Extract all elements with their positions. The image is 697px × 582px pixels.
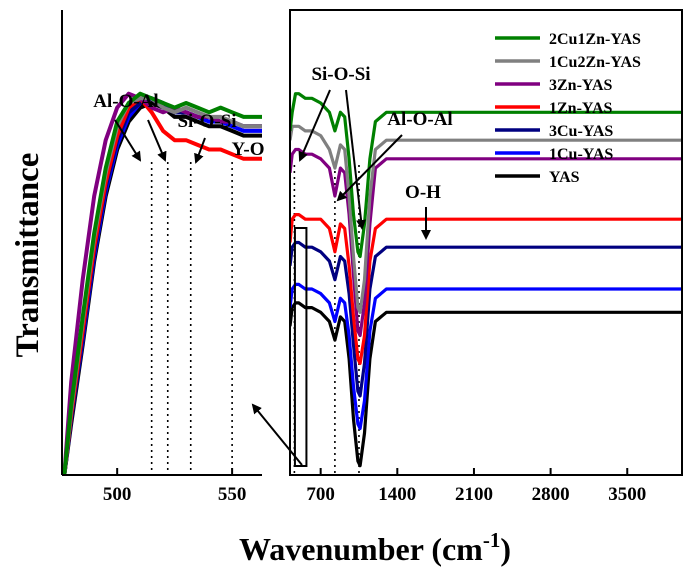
inset-series-group (62, 91, 262, 475)
legend-label-1zn-yas: 1Zn-YAS (549, 100, 613, 117)
legend-label-3cu-yas: 3Cu-YAS (549, 123, 613, 140)
legend-label-1cu2zn-yas: 1Cu2Zn-YAS (549, 54, 641, 71)
main-x-tick-label-700: 700 (306, 484, 335, 505)
legend-label-yas: YAS (549, 169, 580, 186)
inset-annotation-arrow-si-o-si-0 (194, 137, 206, 164)
main-plot-frame (289, 9, 683, 476)
main-panel: 700 1400 2100 2800 3500 Si-O-Si Al-O-Al O-H 2C… (289, 9, 683, 505)
inset-annotation-arrow-al-o-al-1 (147, 119, 167, 162)
main-ticks: 700 1400 2100 2800 3500 (306, 468, 646, 505)
main-annotation-arrow-al-o-al-0 (336, 134, 403, 202)
x-axis-title-sup: -1 (483, 528, 501, 552)
main-annotation-arrow-si-o-si-0 (298, 89, 331, 162)
x-axis-title: Wavenumber (cm-1) (239, 528, 511, 567)
main-x-tick-label-2800: 2800 (532, 484, 570, 505)
main-x-tick-label-3500: 3500 (608, 484, 646, 505)
main-series-group (290, 92, 682, 468)
main-annotation-si-o-si: Si-O-Si (311, 64, 370, 85)
inset-series-line-2cu1zn-yas (62, 91, 262, 475)
legend-label-3zn-yas: 3Zn-YAS (549, 77, 613, 94)
main-series-line-1cu2zn-yas (290, 124, 682, 314)
y-axis-title: Transmittance (10, 153, 46, 358)
main-series-line-2cu1zn-yas (290, 92, 682, 259)
inset-annotation-al-o-al: Al-O-Al (93, 91, 158, 112)
inset-annotation-y-o: Y-O (231, 139, 264, 160)
main-x-tick-label-1400: 1400 (378, 484, 416, 505)
x-axis-title-close: ) (500, 531, 511, 567)
inset-marker-lines (150, 162, 233, 475)
inset-annotation-arrow-al-o-al-0 (114, 119, 142, 162)
legend-label-2cu1zn-yas: 2Cu1Zn-YAS (549, 31, 641, 48)
inset-region-box (293, 227, 308, 467)
inset-panel: 500 550 Al-O-Al Si-O-Si Y-O (61, 10, 265, 505)
inset-annotation-si-o-si: Si-O-Si (177, 111, 236, 132)
legend: 2Cu1Zn-YAS 1Cu2Zn-YAS 3Zn-YAS 1Zn-YAS 3Cu-YA… (495, 31, 641, 186)
main-annotation-o-h: O-H (405, 182, 441, 203)
inset-x-tick-label-550: 550 (218, 484, 247, 505)
inset-x-tick-label-500: 500 (103, 484, 132, 505)
x-axis-title-main: Wavenumber (cm (239, 531, 483, 567)
inset-annotations: Al-O-Al Si-O-Si Y-O (93, 91, 265, 164)
main-series-line-1zn-yas (290, 213, 682, 365)
main-annotation-arrow-si-o-si-1 (345, 89, 367, 230)
main-annotation-al-o-al: Al-O-Al (387, 109, 452, 130)
legend-label-1cu-yas: 1Cu-YAS (549, 146, 613, 163)
main-annotations: Si-O-Si Al-O-Al O-H (298, 64, 453, 240)
main-x-tick-label-2100: 2100 (455, 484, 493, 505)
zoom-arrow (251, 403, 303, 466)
inset-ticks: 500 550 (103, 468, 246, 505)
